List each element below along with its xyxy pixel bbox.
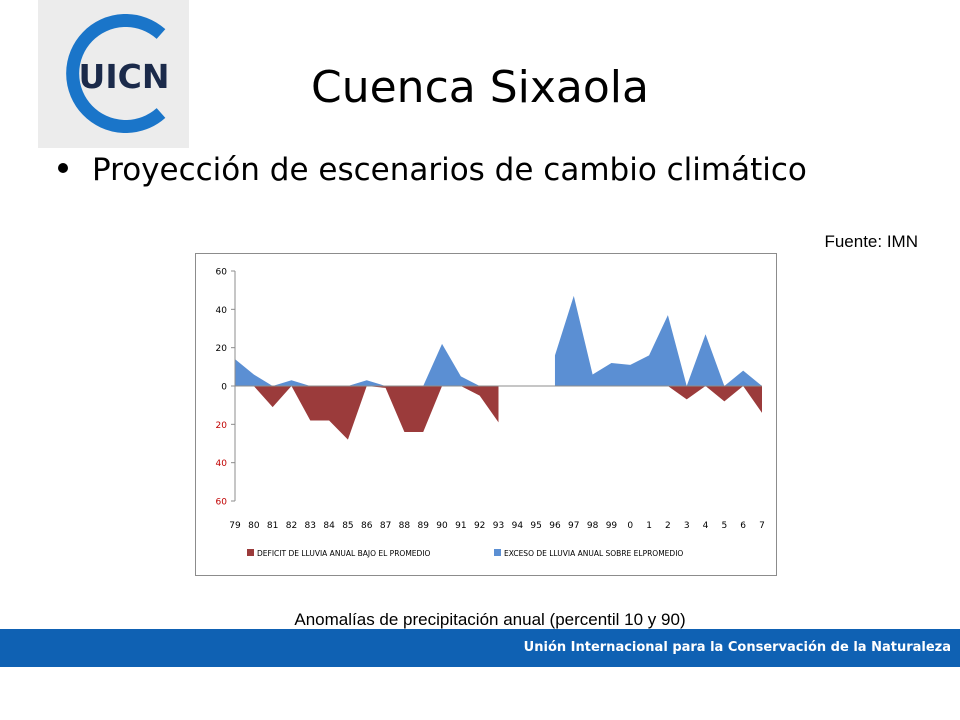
y-tick-label: 20 bbox=[216, 344, 228, 354]
x-tick-label: 85 bbox=[342, 521, 353, 531]
logo-text: UICN bbox=[79, 57, 170, 96]
series-area-2 bbox=[554, 295, 762, 386]
y-tick-label: 0 bbox=[221, 383, 227, 393]
bullet-text: Proyección de escenarios de cambio climá… bbox=[92, 152, 807, 188]
logo-ring-icon bbox=[66, 14, 166, 133]
uicn-logo-mark: UICN bbox=[66, 14, 170, 133]
page-title: Cuenca Sixaola bbox=[311, 62, 649, 113]
x-tick-label: 92 bbox=[474, 521, 485, 531]
x-tick-label: 4 bbox=[703, 521, 709, 531]
y-tick-label: 20 bbox=[216, 421, 228, 431]
x-tick-label: 2 bbox=[665, 521, 671, 531]
x-tick-label: 1 bbox=[646, 521, 652, 531]
x-tick-label: 91 bbox=[455, 521, 466, 531]
y-tick-label: 40 bbox=[216, 306, 228, 316]
x-tick-label: 82 bbox=[286, 521, 297, 531]
footer-bar: Unión Internacional para la Conservación… bbox=[0, 629, 960, 667]
x-tick-label: 5 bbox=[721, 521, 727, 531]
x-tick-label: 99 bbox=[606, 521, 618, 531]
source-label: Fuente: IMN bbox=[824, 232, 918, 251]
x-tick-label: 87 bbox=[380, 521, 391, 531]
x-tick-label: 84 bbox=[323, 521, 335, 531]
series-area-2 bbox=[235, 343, 499, 386]
x-tick-label: 93 bbox=[493, 521, 504, 531]
series-area-1 bbox=[554, 386, 762, 413]
x-tick-label: 97 bbox=[568, 521, 579, 531]
x-tick-label: 6 bbox=[740, 521, 746, 531]
x-tick-label: 80 bbox=[248, 521, 260, 531]
x-tick-label: 86 bbox=[361, 521, 373, 531]
x-tick-label: 3 bbox=[684, 521, 690, 531]
chart-caption: Anomalías de precipitación anual (percen… bbox=[294, 610, 686, 629]
uicn-logo: UICN bbox=[38, 0, 189, 148]
y-tick-label: 60 bbox=[216, 498, 228, 508]
footer-text: Unión Internacional para la Conservación… bbox=[523, 640, 951, 655]
y-tick-label: 60 bbox=[216, 268, 228, 278]
x-tick-label: 96 bbox=[549, 521, 561, 531]
x-tick-label: 98 bbox=[587, 521, 599, 531]
legend-label-2: EXCESO DE LLUVIA ANUAL SOBRE ELPROMEDIO bbox=[504, 549, 683, 558]
x-tick-label: 95 bbox=[530, 521, 541, 531]
y-tick-label: 40 bbox=[216, 459, 228, 469]
series-area-1 bbox=[235, 386, 499, 440]
x-tick-label: 0 bbox=[627, 521, 633, 531]
bullet-item: Proyección de escenarios de cambio climá… bbox=[58, 152, 807, 188]
legend-label-1: DEFICIT DE LLUVIA ANUAL BAJO EL PROMEDIO bbox=[257, 549, 431, 558]
x-tick-label: 94 bbox=[512, 521, 524, 531]
legend-swatch-2 bbox=[494, 549, 501, 556]
x-tick-label: 88 bbox=[399, 521, 411, 531]
x-tick-label: 7 bbox=[759, 521, 765, 531]
x-tick-label: 90 bbox=[436, 521, 448, 531]
x-tick-label: 81 bbox=[267, 521, 278, 531]
x-tick-label: 83 bbox=[305, 521, 316, 531]
legend-swatch-1 bbox=[247, 549, 254, 556]
bullet-icon bbox=[58, 162, 68, 173]
x-tick-label: 79 bbox=[229, 521, 241, 531]
chart-container: 60 40 20 0 20 40 60 79 80 81 82 83 84 85 86 87 88 89 90 91 9… bbox=[195, 253, 777, 576]
x-tick-label: 89 bbox=[417, 521, 429, 531]
